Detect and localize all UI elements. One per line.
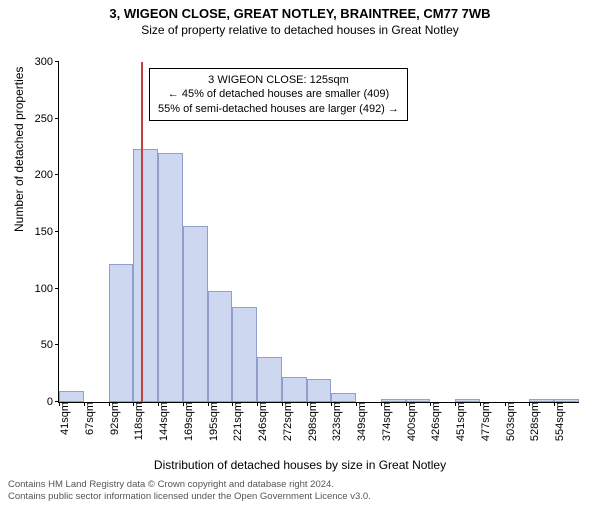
annotation-line-2: ← 45% of detached houses are smaller (40… (158, 87, 399, 101)
y-tick-label: 50 (41, 339, 59, 351)
x-tick-label: 554sqm (548, 402, 566, 441)
x-tick-label: 92sqm (103, 402, 121, 435)
y-axis-label: Number of detached properties (12, 67, 26, 232)
x-axis-label: Distribution of detached houses by size … (0, 458, 600, 472)
x-tick-label: 451sqm (449, 402, 467, 441)
histogram-bar (183, 226, 208, 402)
chart-subtitle: Size of property relative to detached ho… (0, 23, 600, 37)
histogram-bar (109, 264, 134, 402)
property-marker-line (141, 62, 143, 402)
y-tick-label: 150 (35, 226, 59, 238)
histogram-bar (307, 379, 332, 402)
x-tick-label: 349sqm (350, 402, 368, 441)
annotation-box: 3 WIGEON CLOSE: 125sqm ← 45% of detached… (149, 68, 408, 121)
chart-container: 3, WIGEON CLOSE, GREAT NOTLEY, BRAINTREE… (0, 6, 600, 506)
x-tick-label: 67sqm (78, 402, 96, 435)
chart-title: 3, WIGEON CLOSE, GREAT NOTLEY, BRAINTREE… (0, 6, 600, 21)
y-tick-label: 250 (35, 113, 59, 125)
histogram-bar (208, 291, 233, 402)
histogram-bar (257, 357, 282, 402)
histogram-bar (59, 391, 84, 402)
x-tick-label: 221sqm (226, 402, 244, 441)
plot-area: 3 WIGEON CLOSE: 125sqm ← 45% of detached… (58, 62, 579, 403)
x-tick-label: 426sqm (424, 402, 442, 441)
x-tick-label: 195sqm (202, 402, 220, 441)
x-tick-label: 528sqm (523, 402, 541, 441)
histogram-bar (282, 377, 307, 402)
histogram-bar (331, 393, 356, 402)
y-tick-label: 100 (35, 283, 59, 295)
footer-line-1: Contains HM Land Registry data © Crown c… (8, 479, 371, 490)
x-tick-label: 503sqm (499, 402, 517, 441)
y-tick-label: 200 (35, 169, 59, 181)
x-tick-label: 298sqm (301, 402, 319, 441)
x-tick-label: 118sqm (127, 402, 145, 440)
x-tick-label: 477sqm (474, 402, 492, 441)
annotation-line-3: 55% of semi-detached houses are larger (… (158, 102, 399, 116)
histogram-bar (158, 153, 183, 402)
y-tick-label: 300 (35, 56, 59, 68)
x-tick-label: 41sqm (53, 402, 71, 435)
x-tick-label: 323sqm (325, 402, 343, 441)
footer-attribution: Contains HM Land Registry data © Crown c… (8, 479, 371, 502)
histogram-bar (232, 307, 257, 402)
annotation-line-1: 3 WIGEON CLOSE: 125sqm (158, 73, 399, 87)
footer-line-2: Contains public sector information licen… (8, 491, 371, 502)
x-tick-label: 144sqm (152, 402, 170, 441)
x-tick-label: 169sqm (177, 402, 195, 441)
histogram-bar (133, 149, 158, 402)
x-tick-label: 374sqm (375, 402, 393, 441)
x-tick-label: 272sqm (276, 402, 294, 441)
x-tick-label: 246sqm (251, 402, 269, 441)
x-tick-label: 400sqm (400, 402, 418, 441)
